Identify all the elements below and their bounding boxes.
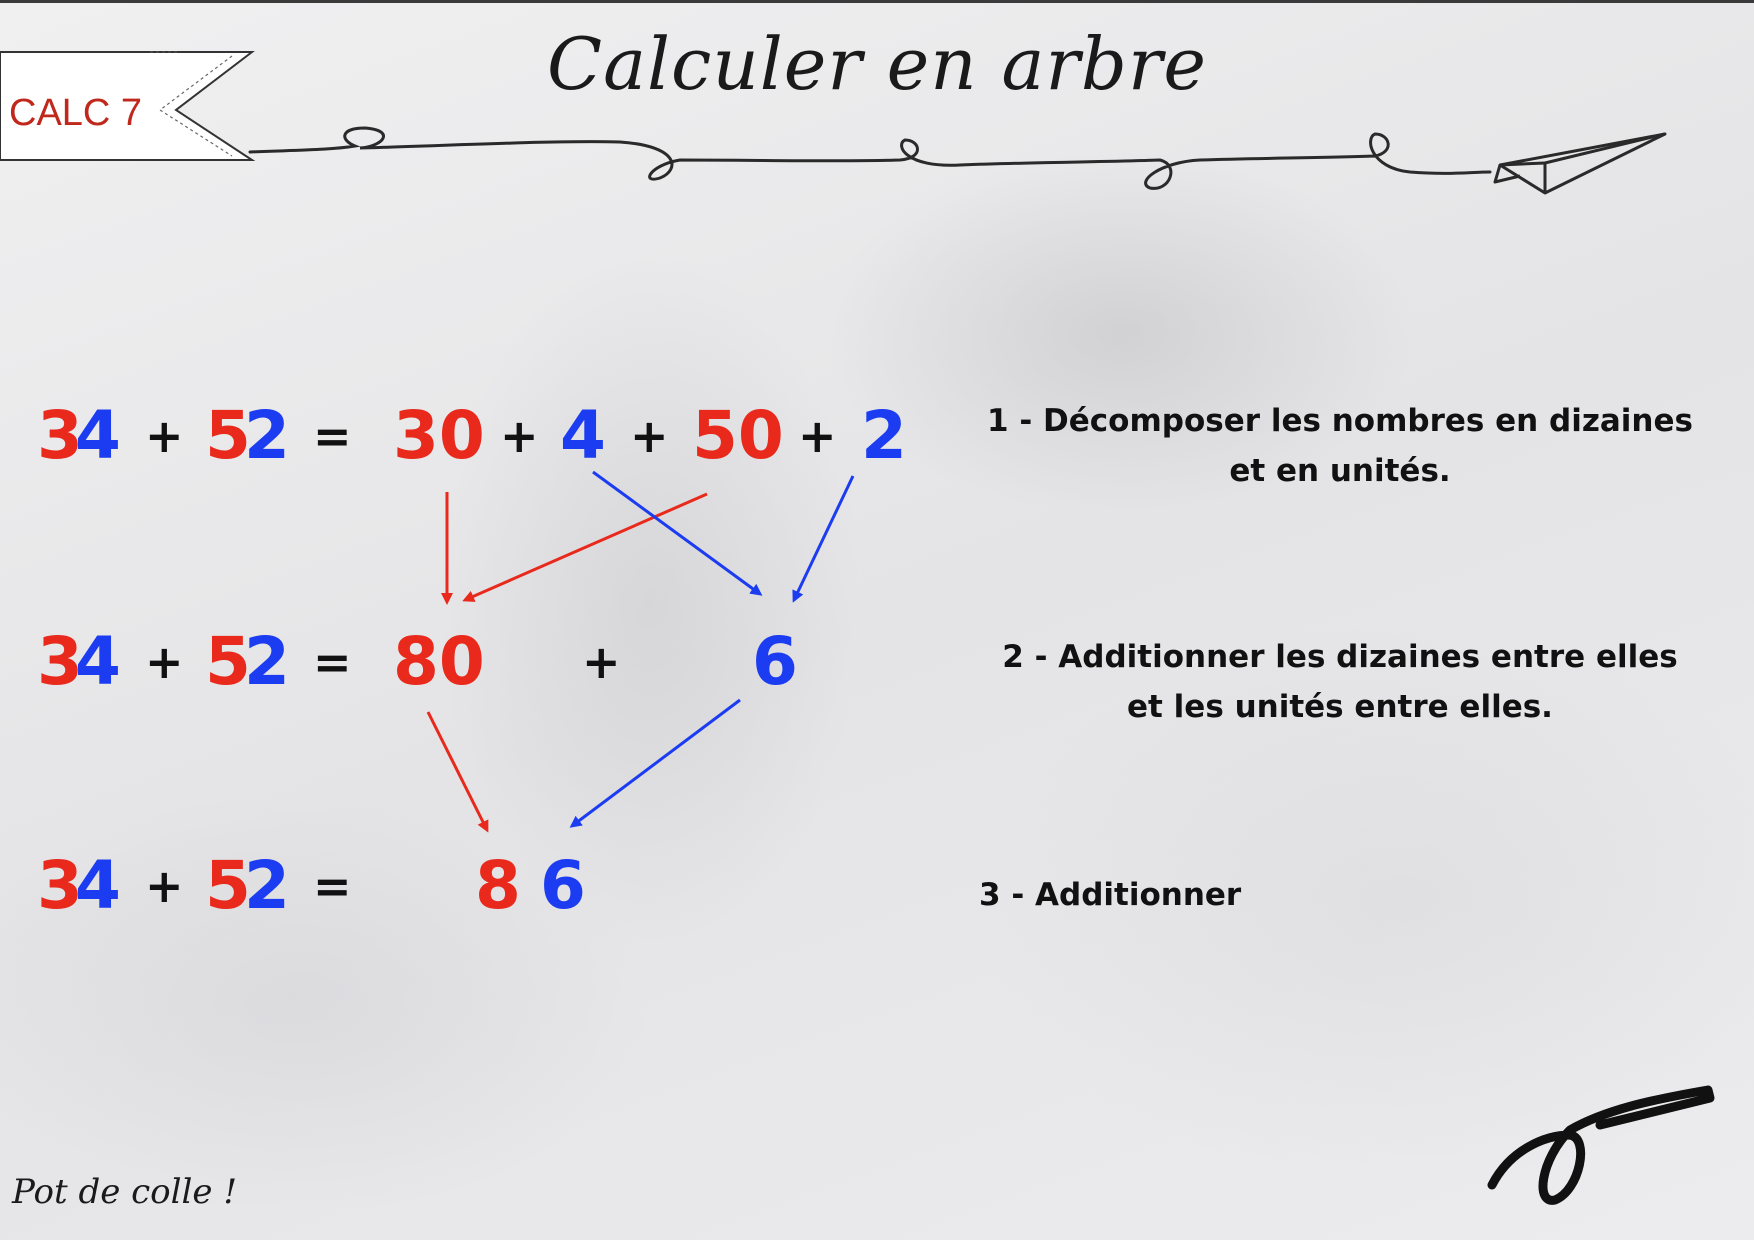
arrow-6-to-6 [569,698,741,828]
step-1: 1 - Décomposer les nombres en dizaines e… [980,396,1700,496]
units-part-2: 2 [861,397,907,474]
arrow-50-to-80 [462,492,708,602]
plus-sign: + [145,409,184,463]
paper-plane-icon [1493,132,1667,195]
step-2-line-2: et les unités entre elles. [1127,689,1553,725]
result-tens: 8 [475,847,521,924]
a-units: 4 [75,847,121,924]
footer-brand: Pot de colle ! [12,1172,237,1212]
step-2: 2 - Additionner les dizaines entre elles… [980,632,1700,732]
units-sum: 6 [752,623,798,700]
b-units: 2 [244,847,290,924]
step-2-line-1: 2 - Additionner les dizaines entre elles [1002,639,1678,675]
tens-part-2: 50 [692,397,784,474]
a-tens: 3 [37,847,83,924]
b-units: 2 [244,397,290,474]
b-tens: 5 [205,623,251,700]
a-tens: 3 [37,397,83,474]
page-title: Calculer en arbre [546,22,1207,106]
plus-sign: + [582,635,621,689]
equals-sign: = [313,409,352,463]
arrow-4-to-6 [592,470,763,596]
arrow-2-to-6 [792,475,855,603]
plus-sign: + [145,859,184,913]
swoosh-ornament [1487,1085,1715,1205]
step-1-line-2: et en unités. [1229,453,1451,489]
arrow-80-to-8 [426,711,489,833]
plus-sign: + [798,409,837,463]
b-tens: 5 [205,847,251,924]
plus-sign: + [145,635,184,689]
tens-sum: 80 [393,623,485,700]
step-3: 3 - Additionner [979,870,1241,920]
tag-banner [0,51,256,161]
step-1-line-1: 1 - Décomposer les nombres en dizaines [987,403,1693,439]
tag-label: CALC 7 [9,92,143,134]
equals-sign: = [313,859,352,913]
result-units: 6 [540,847,586,924]
b-units: 2 [244,623,290,700]
step-3-line-1: 3 - Additionner [979,877,1242,913]
plus-sign: + [500,409,539,463]
units-part-1: 4 [560,397,606,474]
b-tens: 5 [205,397,251,474]
swirl-underline [248,126,1492,190]
equals-sign: = [313,635,352,689]
a-units: 4 [75,623,121,700]
a-tens: 3 [37,623,83,700]
a-units: 4 [75,397,121,474]
tens-part-1: 30 [393,397,485,474]
plus-sign: + [630,409,669,463]
